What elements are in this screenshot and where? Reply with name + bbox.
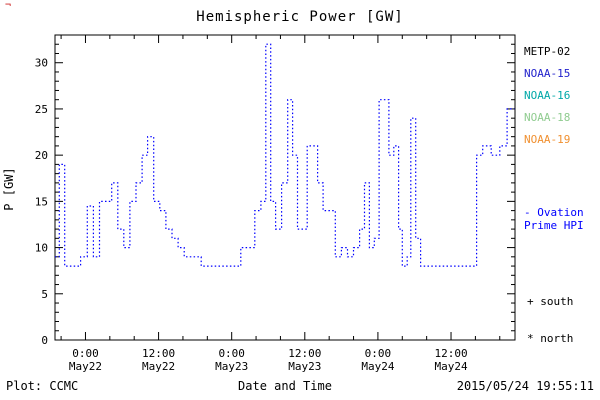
- x-tick-date-label: May22: [69, 360, 102, 373]
- legend-satellites: METP-02 NOAA-15 NOAA-16 NOAA-18 NOAA-19: [524, 46, 570, 156]
- north-marker-label: * north: [527, 332, 574, 345]
- chart-title: Hemispheric Power [GW]: [196, 9, 404, 25]
- legend-item-noaa-18: NOAA-18: [524, 111, 571, 124]
- legend-item-noaa-15: NOAA-15: [524, 67, 571, 80]
- x-tick-date-label: May24: [361, 360, 394, 373]
- x-tick-date-label: May22: [142, 360, 175, 373]
- x-tick-date-label: May24: [434, 360, 467, 373]
- footer-timestamp: 2015/05/24 19:55:11: [456, 379, 594, 393]
- x-tick-time-label: 0:00: [365, 347, 392, 360]
- corner-artifact-mark: ¬: [5, 0, 12, 11]
- legend-item-metp-02: METP-02: [524, 45, 571, 58]
- ovation-line-label: - Ovation Prime HPI: [524, 206, 584, 232]
- legend-item-noaa-16: NOAA-16: [524, 89, 571, 102]
- x-tick-time-label: 0:00: [72, 347, 99, 360]
- y-tick-label: 25: [35, 103, 48, 116]
- y-tick-label: 20: [35, 149, 48, 162]
- south-marker-label: + south: [527, 295, 574, 308]
- y-tick-label: 10: [35, 242, 48, 255]
- y-tick-label: 5: [41, 288, 48, 301]
- y-tick-label: 15: [35, 195, 48, 208]
- ovation-line-label-2: Prime HPI: [524, 219, 584, 232]
- y-tick-label: 0: [41, 334, 48, 347]
- plot-frame: [54, 34, 516, 341]
- y-tick-label: 30: [35, 57, 48, 70]
- x-tick-time-label: 0:00: [218, 347, 245, 360]
- x-tick-time-label: 12:00: [288, 347, 321, 360]
- x-tick-time-label: 12:00: [434, 347, 467, 360]
- footer-plot-source: Plot: CCMC: [6, 379, 79, 393]
- x-axis-label: Date and Time: [238, 379, 332, 393]
- x-tick-date-label: May23: [288, 360, 321, 373]
- series-line-ovation-prime-hpi: [55, 43, 515, 267]
- x-tick-time-label: 12:00: [142, 347, 175, 360]
- legend-item-noaa-19: NOAA-19: [524, 133, 571, 146]
- ovation-line-label-1: - Ovation: [524, 206, 584, 219]
- x-tick-date-label: May23: [215, 360, 248, 373]
